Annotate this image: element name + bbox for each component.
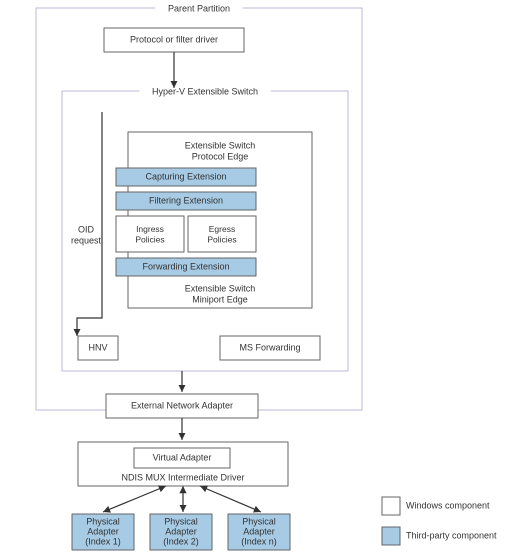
protocol-edge-label: Extensible Switch	[185, 140, 256, 150]
ingress-policies-label: Ingress	[136, 224, 164, 234]
oid-label: request	[71, 235, 102, 245]
external-adapter-label: External Network Adapter	[131, 400, 233, 410]
egress-policies-label: Egress	[209, 224, 235, 234]
extension-label: Forwarding Extension	[142, 261, 229, 271]
physical-adapter-label: Physical	[242, 516, 276, 526]
legend-swatch	[382, 527, 400, 545]
legend-label: Windows component	[406, 500, 490, 510]
oid-label: OID	[78, 224, 95, 234]
miniport-edge-label: Miniport Edge	[192, 294, 248, 304]
physical-adapter-label: (Index n)	[241, 536, 277, 546]
arrow-double-icon	[103, 486, 166, 512]
ms-forwarding-label: MS Forwarding	[239, 342, 300, 352]
title-label: Hyper-V Extensible Switch	[152, 86, 258, 96]
physical-adapter-label: Physical	[86, 516, 120, 526]
miniport-edge-label: Extensible Switch	[185, 283, 256, 293]
legend-label: Third-party component	[406, 530, 497, 540]
ndis-mux-label: NDIS MUX Intermediate Driver	[121, 472, 244, 482]
physical-adapter-label: Adapter	[165, 526, 197, 536]
physical-adapter-label: (Index 2)	[163, 536, 199, 546]
extension-label: Capturing Extension	[145, 171, 226, 181]
hnv-label: HNV	[88, 342, 107, 352]
legend-swatch	[382, 497, 400, 515]
physical-adapter-label: Adapter	[243, 526, 275, 536]
protocol-driver-label: Protocol or filter driver	[130, 34, 218, 44]
physical-adapter-label: Adapter	[87, 526, 119, 536]
ingress-policies-label: Policies	[135, 235, 164, 245]
title-label: Parent Partition	[168, 3, 230, 13]
virtual-adapter-label: Virtual Adapter	[153, 452, 212, 462]
extension-label: Filtering Extension	[149, 195, 223, 205]
arrow-double-icon	[200, 486, 261, 512]
egress-policies-label: Policies	[207, 235, 236, 245]
protocol-edge-label: Protocol Edge	[192, 151, 249, 161]
physical-adapter-label: (Index 1)	[85, 536, 121, 546]
physical-adapter-label: Physical	[164, 516, 198, 526]
